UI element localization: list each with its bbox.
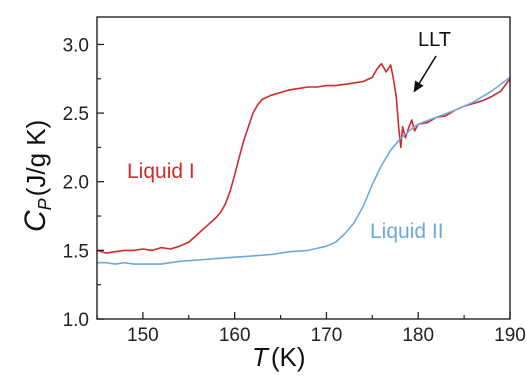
x-axis-unit: (K) [271, 342, 306, 372]
x-axis-symbol: T [252, 342, 270, 372]
x-tick-label: 160 [219, 325, 251, 346]
x-tick-label: 190 [494, 325, 526, 346]
series-label-liquid-i: Liquid I [127, 160, 195, 183]
y-tick-labels: 1.0 1.5 2.0 2.5 3.0 [63, 35, 89, 331]
series-layer [97, 62, 510, 265]
series-line-liquid-i [97, 62, 510, 254]
y-axis-title: CP(J/g K) [19, 120, 55, 232]
y-tick-label: 3.0 [63, 35, 89, 56]
x-tick-label: 170 [311, 325, 343, 346]
x-tick-label: 180 [402, 325, 434, 346]
x-tick-labels: 150 160 170 180 190 [127, 325, 526, 346]
y-axis-symbol: C [19, 210, 52, 232]
llt-annotation: LLT [418, 29, 451, 51]
x-tick-label: 150 [127, 325, 159, 346]
llt-arrow [418, 55, 437, 84]
series-line-liquid-ii [97, 76, 510, 265]
y-axis-unit: (J/g K) [21, 120, 51, 197]
y-tick-label: 1.0 [63, 310, 89, 331]
y-tick-label: 1.5 [63, 241, 89, 262]
series-label-liquid-ii: Liquid II [370, 220, 444, 243]
y-tick-label: 2.5 [63, 104, 89, 125]
plot-frame [96, 16, 511, 320]
y-axis-subscript: P [35, 198, 55, 210]
y-tick-label: 2.0 [63, 173, 89, 194]
llt-arrow-head [413, 80, 424, 93]
ticks-layer [96, 43, 511, 320]
x-axis-title: T (K) [252, 342, 306, 372]
